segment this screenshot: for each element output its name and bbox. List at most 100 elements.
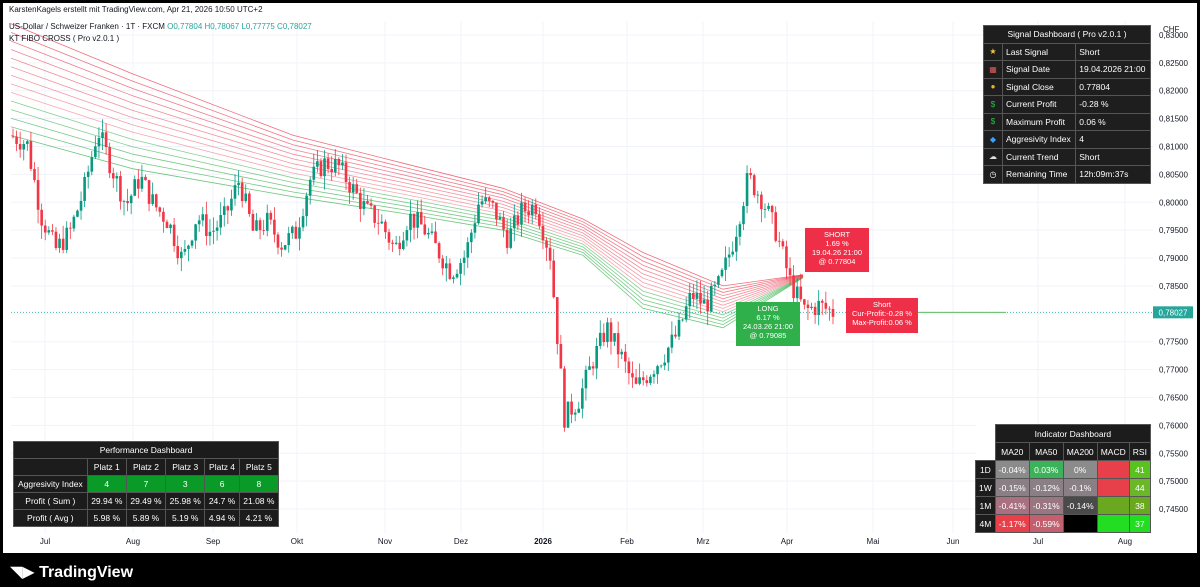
candle-body[interactable] xyxy=(222,206,226,216)
candle-body[interactable] xyxy=(659,365,663,367)
candle-body[interactable] xyxy=(291,226,294,234)
candle-body[interactable] xyxy=(641,377,645,381)
candle-body[interactable] xyxy=(545,240,548,248)
candle-body[interactable] xyxy=(477,204,480,224)
candle-body[interactable] xyxy=(684,306,688,320)
candle-body[interactable] xyxy=(760,194,763,210)
candle-body[interactable] xyxy=(824,302,828,309)
candle-body[interactable] xyxy=(509,228,513,248)
candle-body[interactable] xyxy=(523,202,527,212)
candle-body[interactable] xyxy=(763,208,767,210)
candle-body[interactable] xyxy=(344,162,348,183)
candle-body[interactable] xyxy=(409,213,412,231)
candle-body[interactable] xyxy=(341,162,344,166)
candle-body[interactable] xyxy=(620,351,624,355)
candle-body[interactable] xyxy=(72,216,76,229)
candle-body[interactable] xyxy=(394,242,398,244)
candle-body[interactable] xyxy=(792,275,795,299)
candle-body[interactable] xyxy=(187,245,190,249)
candle-body[interactable] xyxy=(810,306,813,308)
candle-body[interactable] xyxy=(695,292,699,299)
candle-body[interactable] xyxy=(384,221,387,233)
candle-body[interactable] xyxy=(638,377,641,384)
candle-body[interactable] xyxy=(441,258,444,269)
candle-body[interactable] xyxy=(731,251,735,255)
candle-body[interactable] xyxy=(40,209,43,226)
candle-body[interactable] xyxy=(534,204,538,215)
candle-body[interactable] xyxy=(767,205,770,209)
candle-body[interactable] xyxy=(581,388,584,409)
candle-body[interactable] xyxy=(745,173,749,207)
candle-body[interactable] xyxy=(86,171,90,177)
candle-body[interactable] xyxy=(820,300,824,303)
candle-body[interactable] xyxy=(681,319,684,321)
candle-body[interactable] xyxy=(43,225,47,233)
candle-body[interactable] xyxy=(265,212,269,231)
candle-body[interactable] xyxy=(108,147,111,174)
candle-body[interactable] xyxy=(677,319,681,337)
candle-body[interactable] xyxy=(806,304,810,308)
candle-body[interactable] xyxy=(670,334,674,348)
candle-body[interactable] xyxy=(169,224,172,229)
candle-body[interactable] xyxy=(316,161,319,167)
candle-body[interactable] xyxy=(828,308,831,310)
candle-body[interactable] xyxy=(54,231,58,248)
candle-body[interactable] xyxy=(391,242,394,244)
candle-body[interactable] xyxy=(563,368,566,428)
candle-body[interactable] xyxy=(104,132,108,148)
candle-body[interactable] xyxy=(412,213,416,228)
candle-body[interactable] xyxy=(248,193,251,214)
candle-body[interactable] xyxy=(624,351,627,362)
candle-body[interactable] xyxy=(709,286,713,312)
candle-body[interactable] xyxy=(462,257,466,263)
candle-body[interactable] xyxy=(717,276,720,285)
candle-body[interactable] xyxy=(362,200,366,209)
candle-body[interactable] xyxy=(466,242,470,258)
candle-body[interactable] xyxy=(688,292,692,307)
candle-body[interactable] xyxy=(505,229,509,248)
candle-body[interactable] xyxy=(258,220,262,231)
candle-body[interactable] xyxy=(656,366,659,375)
candle-body[interactable] xyxy=(649,376,652,384)
chart-panel[interactable]: 0,83000 0,82500 0,82000 0,81500 0,81000 0,805… xyxy=(3,3,1197,553)
candle-body[interactable] xyxy=(427,232,430,235)
candle-body[interactable] xyxy=(595,345,598,369)
candle-body[interactable] xyxy=(584,369,588,389)
candle-body[interactable] xyxy=(101,132,104,138)
candle-body[interactable] xyxy=(473,223,477,233)
candle-body[interactable] xyxy=(770,205,774,213)
candle-body[interactable] xyxy=(437,243,441,259)
candle-body[interactable] xyxy=(172,224,176,247)
candle-body[interactable] xyxy=(273,219,276,235)
candle-body[interactable] xyxy=(559,343,563,369)
candle-body[interactable] xyxy=(598,332,602,346)
candle-body[interactable] xyxy=(373,205,376,223)
candle-body[interactable] xyxy=(566,401,570,428)
candle-body[interactable] xyxy=(552,260,555,298)
candle-body[interactable] xyxy=(452,277,455,279)
candle-body[interactable] xyxy=(237,182,240,186)
candle-body[interactable] xyxy=(756,194,760,196)
symbol-name[interactable]: US-Dollar / Schweizer Franken · 1T · FXC… xyxy=(9,22,165,31)
candle-body[interactable] xyxy=(803,299,806,305)
candle-body[interactable] xyxy=(94,146,97,158)
candle-body[interactable] xyxy=(774,212,778,241)
candle-body[interactable] xyxy=(380,221,384,224)
candle-body[interactable] xyxy=(305,195,308,217)
candle-body[interactable] xyxy=(11,136,15,138)
candle-body[interactable] xyxy=(283,245,287,250)
candle-body[interactable] xyxy=(65,227,69,250)
candle-body[interactable] xyxy=(541,225,545,241)
candle-body[interactable] xyxy=(402,240,405,250)
candle-body[interactable] xyxy=(183,248,187,252)
candle-body[interactable] xyxy=(33,168,36,181)
candle-body[interactable] xyxy=(430,231,434,233)
candle-body[interactable] xyxy=(616,333,620,355)
candle-body[interactable] xyxy=(144,176,147,181)
candle-body[interactable] xyxy=(359,192,362,209)
candle-body[interactable] xyxy=(179,251,183,259)
candle-body[interactable] xyxy=(215,227,219,231)
candle-body[interactable] xyxy=(323,158,326,177)
candle-body[interactable] xyxy=(154,194,158,208)
candle-body[interactable] xyxy=(129,195,133,204)
